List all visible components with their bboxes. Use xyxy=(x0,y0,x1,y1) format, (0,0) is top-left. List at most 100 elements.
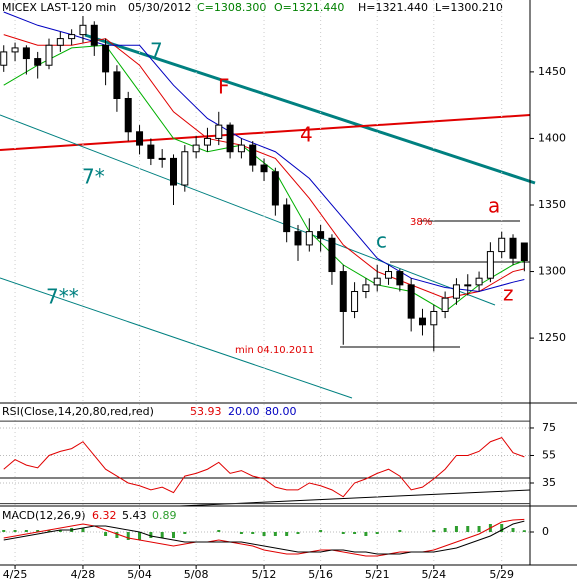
histogram-bar xyxy=(375,532,379,534)
y-tick-label: 1400 xyxy=(538,131,566,144)
histogram-bar xyxy=(443,528,447,532)
candle-body xyxy=(0,51,8,66)
histogram-bar xyxy=(262,532,266,536)
candle-body xyxy=(203,137,211,146)
histogram-bar xyxy=(24,530,28,532)
candle-body xyxy=(339,271,347,312)
x-tick-label: 5/16 xyxy=(308,568,333,581)
y-tick-label: 1350 xyxy=(538,198,566,211)
histogram-bar xyxy=(58,530,62,532)
candle-body xyxy=(407,284,415,319)
y-tick-label: 55 xyxy=(542,448,556,461)
y-tick-label: 75 xyxy=(542,421,556,434)
candle-body xyxy=(418,317,426,326)
annotation: 7** xyxy=(46,285,79,309)
candle-body xyxy=(328,237,336,273)
x-tick-label: 5/29 xyxy=(489,568,514,581)
series-line xyxy=(3,518,525,557)
signal-last: 5.43 xyxy=(122,509,147,522)
histogram-bar xyxy=(149,532,153,538)
annotation: z xyxy=(503,282,514,306)
candle-body xyxy=(430,310,438,326)
histogram-bar xyxy=(47,530,51,532)
open-label: O=1321.440 xyxy=(274,1,344,14)
y-tick-label: 0 xyxy=(542,525,549,538)
histogram-bar xyxy=(511,528,515,532)
close-label: C=1308.300 xyxy=(197,1,266,14)
candle-body xyxy=(34,58,42,66)
candle-body xyxy=(113,71,121,100)
annotation: min 04.10.2011 xyxy=(235,345,314,356)
candle-body xyxy=(79,24,87,36)
candle-body xyxy=(90,24,98,46)
histogram-bar xyxy=(296,532,300,534)
histogram-bar xyxy=(36,530,40,532)
candle-body xyxy=(226,124,234,153)
annotation: 7* xyxy=(82,165,105,189)
trend-line-7-2star xyxy=(0,277,353,399)
histogram-bar xyxy=(217,530,221,532)
candle-body xyxy=(520,242,528,261)
candle-body xyxy=(351,291,359,312)
histogram-bar xyxy=(273,532,277,536)
x-tick-label: 5/21 xyxy=(365,568,390,581)
candle-body xyxy=(124,98,132,133)
rsi-last: 53.93 xyxy=(190,405,222,418)
histogram-bar xyxy=(126,532,130,540)
annotation: c xyxy=(376,229,387,253)
trend-line-7 xyxy=(84,33,536,185)
histogram-bar xyxy=(364,532,368,536)
candle-body xyxy=(147,144,155,159)
candle-body xyxy=(169,157,177,186)
x-tick-label: 4/28 xyxy=(71,568,96,581)
series-line xyxy=(3,520,525,555)
candle-body xyxy=(237,144,245,153)
x-tick-label: 5/08 xyxy=(184,568,209,581)
y-tick-label: 35 xyxy=(542,476,556,489)
annotation: F xyxy=(218,75,230,99)
candle-body xyxy=(158,157,166,160)
histogram-bar xyxy=(285,532,289,536)
histogram-bar xyxy=(115,532,119,538)
candle-body xyxy=(452,284,460,299)
candle-body xyxy=(396,271,404,286)
candle-body xyxy=(305,231,313,246)
candle-body xyxy=(498,237,506,253)
histogram-bar xyxy=(104,532,108,536)
candle-body xyxy=(56,38,64,46)
rsi-label: RSI(Close,14,20,80,red,red) xyxy=(2,405,154,418)
candle-body xyxy=(68,34,76,40)
candle-body xyxy=(464,284,472,287)
title: MICEX LAST-120 min xyxy=(2,1,116,14)
rsi-low: 20.00 xyxy=(228,405,260,418)
candle-body xyxy=(11,47,19,53)
x-tick-label: 5/12 xyxy=(252,568,277,581)
histogram-bar xyxy=(500,524,504,532)
candle-body xyxy=(271,171,279,206)
histogram-bar xyxy=(239,532,243,534)
date: 05/30/2012 xyxy=(128,1,191,14)
x-tick-label: 5/04 xyxy=(127,568,152,581)
candle-body xyxy=(102,44,110,73)
candle-body xyxy=(509,237,517,259)
x-tick-label: 5/24 xyxy=(421,568,446,581)
candle-body xyxy=(294,231,302,246)
histogram-bar xyxy=(522,530,526,532)
annotation: a xyxy=(488,194,500,218)
macd-last: 6.32 xyxy=(92,509,117,522)
histogram-bar xyxy=(251,532,255,534)
histogram-bar xyxy=(341,532,345,534)
hist-last: 0.89 xyxy=(152,509,177,522)
candle-body xyxy=(215,124,223,139)
candle-body xyxy=(373,277,381,286)
candle-body xyxy=(260,164,268,173)
histogram-bar xyxy=(13,530,17,532)
y-tick-label: 1300 xyxy=(538,265,566,278)
histogram-bar xyxy=(353,532,357,534)
y-tick-label: 1450 xyxy=(538,65,566,78)
candle-body xyxy=(192,144,200,153)
histogram-bar xyxy=(477,526,481,532)
y-tick-label: 1250 xyxy=(538,331,566,344)
candle-body xyxy=(475,277,483,286)
